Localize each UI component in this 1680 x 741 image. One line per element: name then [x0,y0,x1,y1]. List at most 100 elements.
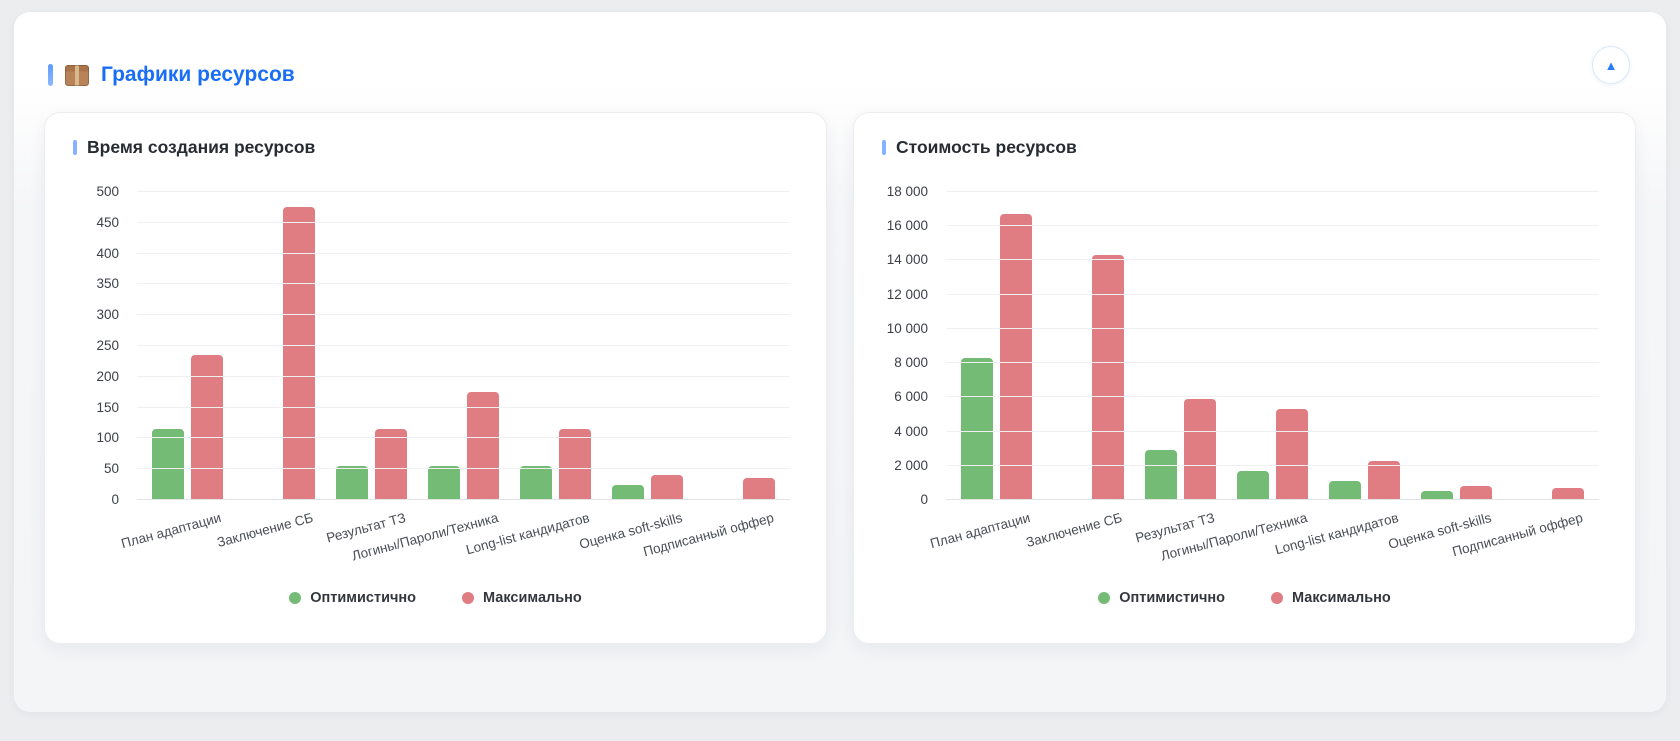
bar [960,357,993,500]
bar [1183,399,1216,500]
y-tick-label: 50 [103,461,119,477]
gridline [137,375,790,377]
x-axis-labels: План адаптации Заключение СБ Результат ТЗ Л… [120,500,790,584]
y-tick-label: 4 000 [894,423,928,439]
x-axis-label: Заключение СБ [215,510,316,551]
gridline [137,283,790,285]
bar [427,466,460,500]
gridline [946,396,1599,398]
y-tick-label: 100 [96,430,119,446]
y-tick-label: 2 000 [894,457,928,473]
bar [1460,486,1493,500]
package-icon [65,64,89,86]
bar [1236,470,1269,500]
title-accent-bar [48,64,53,86]
gridline [946,499,1599,500]
bar-group [233,192,325,500]
gridline [946,430,1599,432]
y-tick-label: 10 000 [886,320,928,336]
chart-title: Время создания ресурсов [87,137,316,157]
legend-item[interactable]: Оптимистично [1098,590,1225,606]
y-tick-label: 300 [96,307,119,323]
y-tick-label: 18 000 [886,184,928,199]
legend-dot-icon [462,592,475,604]
bar-group [1134,192,1226,500]
bar [651,475,684,500]
gridline [946,293,1599,295]
y-tick-label: 250 [96,338,119,353]
gridline [137,499,790,500]
legend-dot-icon [289,592,302,604]
gridline [137,437,790,439]
x-axis-labels: План адаптации Заключение СБ Результат ТЗ Л… [929,500,1599,584]
charts-row: Время создания ресурсов 0 50 100 150 200 250 3… [14,108,1666,644]
bar [612,484,645,500]
bar [190,355,223,500]
chart-card-cost: Стоимость ресурсов 0 2 000 4 000 6 000 8 000… [853,112,1636,644]
legend-item[interactable]: Оптимистично [289,590,416,606]
gridline [137,191,790,192]
bar-groups [137,192,790,500]
y-tick-label: 8 000 [894,355,928,371]
y-tick-label: 400 [96,245,119,261]
x-axis-label: Заключение СБ [1024,510,1125,551]
bar [520,466,553,500]
bar [1144,450,1177,500]
collapse-panel-button[interactable]: ▲ [1592,46,1630,84]
chart-card-creation-time: Время создания ресурсов 0 50 100 150 200 250 3… [44,112,827,644]
plot-area [946,191,1599,500]
card-title-row: Стоимость ресурсов [882,137,1607,158]
gridline [946,225,1599,227]
y-tick-label: 6 000 [894,389,928,405]
bar [1552,488,1585,500]
bar [335,466,368,500]
legend-item[interactable]: Максимально [462,590,582,606]
resource-charts-panel: Графики ресурсов ▲ Время создания ресурс… [14,12,1666,712]
bar [1421,491,1454,500]
page-title: Графики ресурсов [101,63,295,86]
bar [151,429,184,500]
bar-groups [946,192,1599,500]
gridline [137,345,790,346]
gridline [946,259,1599,261]
y-tick-label: 500 [96,184,119,199]
y-axis: 0 2 000 4 000 6 000 8 000 10 000 12 000 14 000 1… [882,184,940,507]
panel-header: Графики ресурсов [14,12,1666,108]
gridline [137,252,790,254]
bar [282,207,315,500]
x-axis-label: Подписанный оффер [641,510,776,560]
plot-area [137,191,790,500]
y-tick-label: 0 [920,492,928,507]
bar-group [1042,192,1134,500]
bar [1091,255,1124,500]
bar [1329,481,1362,500]
card-accent-bar [73,140,77,155]
gridline [137,314,790,316]
y-tick-label: 450 [96,214,119,230]
x-axis-label: Подписанный оффер [1450,510,1585,560]
gridline [946,327,1599,329]
bar-group [1503,192,1595,500]
bar [1368,460,1401,500]
bar-group [1411,192,1503,500]
triangle-up-icon: ▲ [1604,57,1618,73]
gridline [946,362,1599,364]
legend-item[interactable]: Максимально [1271,590,1391,606]
bar-group [1226,192,1318,500]
y-tick-label: 12 000 [886,286,928,302]
legend-label: Максимально [483,590,582,606]
bar-group [325,192,417,500]
legend-dot-icon [1271,592,1284,604]
legend-label: Оптимистично [310,590,417,606]
bar [1275,409,1308,500]
y-tick-label: 0 [111,492,119,507]
gridline [137,468,790,470]
bar-group [602,192,694,500]
bar [743,478,776,500]
gridline [137,221,790,223]
bar [559,429,592,500]
bar [466,392,499,500]
legend-label: Оптимистично [1119,590,1226,606]
legend: Оптимистично Максимально [882,590,1607,606]
chart-title: Стоимость ресурсов [896,137,1077,157]
